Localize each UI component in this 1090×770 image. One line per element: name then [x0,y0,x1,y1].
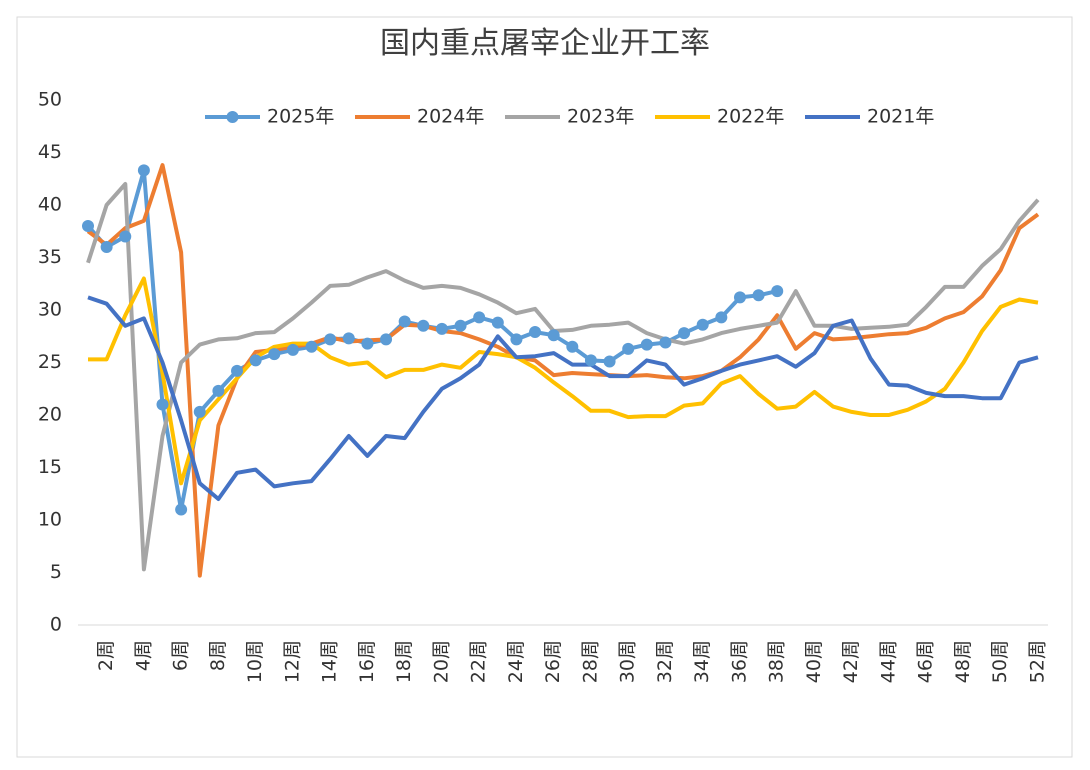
data-point [659,336,672,349]
data-point [473,311,486,324]
data-point [566,340,579,353]
x-tick-label: 18周 [393,640,415,683]
data-point [305,340,318,353]
x-tick-label: 34周 [691,640,713,683]
data-point [249,354,262,367]
legend-marker [226,111,239,123]
y-tick-label: 30 [38,299,62,321]
x-tick-label: 30周 [617,640,639,683]
legend-label: 2023年 [567,106,634,128]
chart-title: 国内重点屠宰企业开工率 [380,26,710,61]
data-point [231,364,244,377]
legend-label: 2022年 [717,106,784,128]
data-point [398,315,411,328]
data-point [324,333,337,346]
data-point [156,398,169,411]
data-point [175,503,188,516]
chart-frame [16,16,1073,758]
x-tick-label: 14周 [319,640,341,683]
x-tick-label: 52周 [1027,640,1049,683]
series-line [88,276,1039,486]
data-point [640,338,653,351]
y-tick-label: 15 [38,456,62,478]
data-point [529,326,542,339]
x-tick-label: 16周 [356,640,378,683]
x-tick-label: 38周 [766,640,788,683]
data-point [100,241,113,253]
y-tick-label: 45 [38,141,62,163]
y-tick-label: 20 [38,404,62,426]
x-tick-label: 10周 [244,640,266,683]
x-tick-label: 26周 [542,640,564,683]
series-line [86,182,1040,572]
data-point [510,333,523,346]
legend-label: 2021年 [867,106,934,128]
data-point [342,332,355,345]
data-point [715,311,728,324]
data-point [771,285,784,298]
data-point [380,333,393,346]
data-point [696,318,709,331]
data-point [361,337,374,350]
x-tick-label: 44周 [877,640,899,683]
data-point [82,220,94,232]
x-tick-label: 24周 [505,640,527,683]
data-point [212,384,225,397]
data-point [584,354,597,367]
y-tick-label: 25 [38,351,62,373]
x-tick-label: 6周 [170,640,192,671]
x-tick-label: 42周 [840,640,862,683]
data-point [193,405,206,418]
y-tick-label: 40 [38,194,62,216]
data-point [622,342,635,355]
y-tick-label: 5 [50,561,62,583]
data-point [603,355,616,368]
legend-label: 2024年 [417,106,484,128]
data-point [417,319,430,332]
data-point [435,322,448,335]
y-tick-label: 35 [38,246,62,268]
x-tick-label: 4周 [132,640,154,671]
y-tick-label: 10 [38,509,62,531]
y-tick-label: 0 [50,614,62,636]
x-tick-label: 22周 [468,640,490,683]
legend-label: 2025年 [267,106,334,128]
data-point [137,164,150,177]
data-point [752,289,765,302]
series-line [87,295,1039,501]
x-tick-label: 12周 [281,640,303,683]
x-tick-label: 28周 [579,640,601,683]
x-tick-label: 36周 [728,640,750,683]
data-point [678,327,691,340]
data-point [119,230,132,243]
data-point [454,319,467,332]
x-tick-label: 50周 [989,640,1011,683]
x-tick-label: 2周 [95,640,117,671]
x-tick-label: 48周 [952,640,974,683]
data-point [733,291,746,304]
x-tick-label: 8周 [207,640,229,671]
x-tick-label: 20周 [430,640,452,683]
data-point [547,329,560,342]
x-tick-label: 46周 [915,640,937,683]
y-tick-label: 50 [38,89,62,111]
x-tick-label: 40周 [803,640,825,683]
data-point [286,343,299,356]
data-point [491,316,504,329]
data-point [268,348,281,361]
x-tick-label: 32周 [654,640,676,683]
